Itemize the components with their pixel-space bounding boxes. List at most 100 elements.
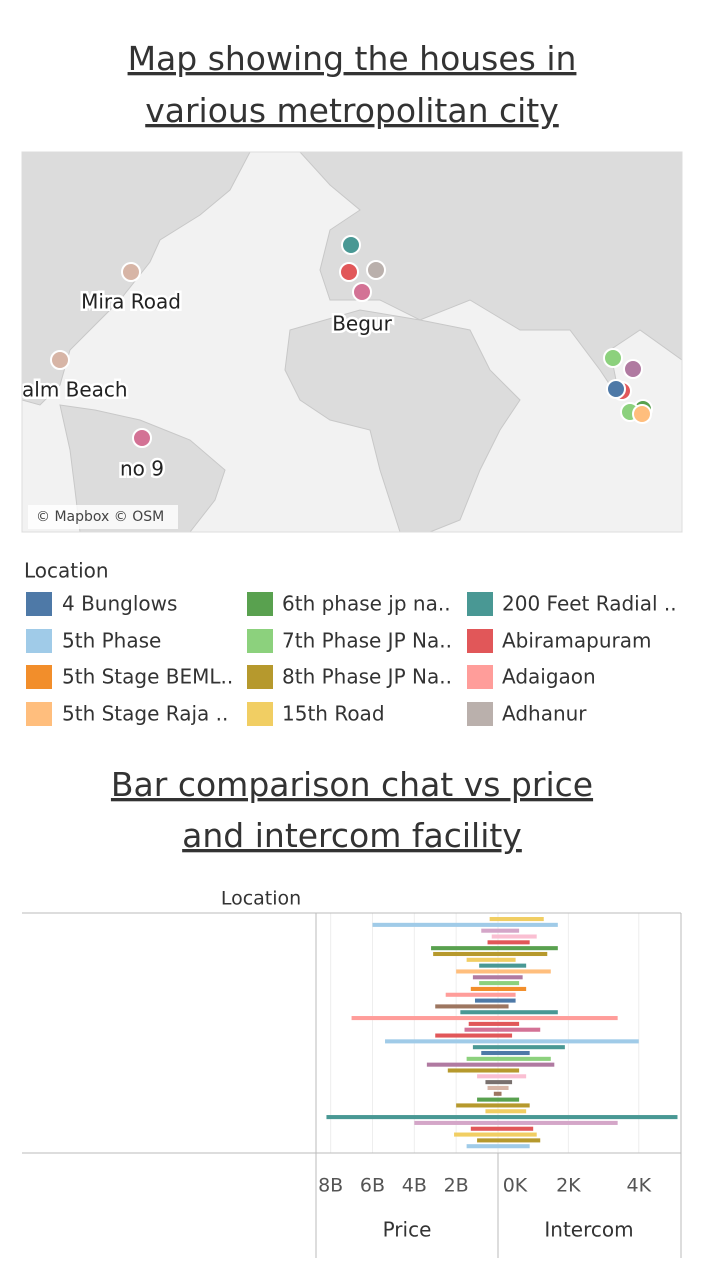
intercom-bar xyxy=(498,1056,551,1061)
map-title-line: Map showing the houses in various metropo… xyxy=(128,39,577,130)
intercom-bar xyxy=(498,1138,541,1143)
intercom-bar xyxy=(498,922,558,927)
price-bar xyxy=(470,986,498,991)
legend-swatch xyxy=(247,629,273,653)
map-dot[interactable] xyxy=(632,404,652,424)
bar-title-line: Bar comparison chat vs price and intercom… xyxy=(111,765,593,855)
legend: 4 Bunglows 5th Phase 5th Stage BEML.. 5th S… xyxy=(26,592,677,726)
price-bar xyxy=(435,1033,498,1038)
intercom-bar xyxy=(498,1103,530,1108)
legend-swatch xyxy=(467,665,493,689)
legend-label: Adaigaon xyxy=(502,665,596,689)
price-bar xyxy=(456,969,498,974)
legend-label: 5th Stage Raja .. xyxy=(62,702,228,726)
legend-label: 15th Road xyxy=(282,702,385,726)
price-bar xyxy=(447,1068,498,1073)
map-dot[interactable] xyxy=(341,235,361,255)
legend-swatch xyxy=(26,702,52,726)
map-dot[interactable] xyxy=(366,260,386,280)
intercom-bar xyxy=(498,951,548,957)
legend-swatch xyxy=(26,629,52,653)
price-bar xyxy=(479,981,498,986)
attribution-bg xyxy=(28,505,178,529)
legend-swatch xyxy=(467,702,493,726)
intercom-bar xyxy=(498,1021,520,1026)
legend-label: 5th Stage BEML.. xyxy=(62,665,233,689)
title-continuation: various metropolitan city xyxy=(145,91,559,130)
map-attribution[interactable]: © Mapbox © OSM xyxy=(36,509,164,525)
price-bar xyxy=(477,1138,498,1143)
x-tick-label: 2K xyxy=(556,1175,581,1197)
legend-label: 6th phase jp na.. xyxy=(282,592,451,616)
price-bar xyxy=(466,957,498,962)
map-dot[interactable] xyxy=(339,262,359,282)
map-dot[interactable] xyxy=(603,348,623,368)
legend-label: 5th Phase xyxy=(62,629,161,653)
map-dot[interactable] xyxy=(132,428,152,448)
intercom-bar xyxy=(498,1109,527,1114)
x-tick-label: 4K xyxy=(626,1175,651,1197)
legend-swatch xyxy=(26,592,52,616)
intercom-bar xyxy=(498,963,527,968)
price-bar xyxy=(487,1085,498,1091)
map-label: alm Beach xyxy=(22,378,128,402)
price-bar xyxy=(485,1109,498,1114)
price-bar xyxy=(433,951,498,957)
map-dot[interactable] xyxy=(50,350,70,370)
map-dot[interactable] xyxy=(623,359,643,379)
price-bar xyxy=(485,1080,498,1085)
legend-swatch xyxy=(247,592,273,616)
intercom-bar xyxy=(498,957,516,962)
intercom-bar xyxy=(498,992,516,997)
intercom-bar xyxy=(498,1126,534,1131)
intercom-bar xyxy=(498,986,527,991)
price-bar xyxy=(460,1010,498,1015)
intercom-bar xyxy=(498,1115,678,1120)
legend-label: 4 Bunglows xyxy=(62,592,177,616)
price-bar xyxy=(431,946,498,951)
bar-title: Bar comparison chat vs price xyxy=(111,765,593,804)
price-bar xyxy=(487,940,498,945)
map-dot[interactable] xyxy=(606,379,626,399)
price-bar xyxy=(466,1144,498,1149)
map-title: Map showing the houses in xyxy=(128,39,577,78)
price-bar xyxy=(372,922,498,927)
intercom-bar xyxy=(498,1004,509,1009)
legend-label: 7th Phase JP Na.. xyxy=(282,629,452,653)
intercom-bar xyxy=(498,1050,530,1056)
x-tick-label: 6B xyxy=(360,1175,385,1197)
legend-title: Location xyxy=(24,559,109,583)
price-bar xyxy=(466,1056,498,1061)
intercom-bar xyxy=(498,975,523,980)
intercom-bar xyxy=(498,1144,530,1149)
price-bar xyxy=(445,992,498,997)
intercom-bar xyxy=(498,1097,520,1102)
intercom-bar xyxy=(498,1039,639,1044)
intercom-bar xyxy=(498,1010,558,1015)
intercom-bar xyxy=(498,1045,565,1050)
map-label: Mira Road xyxy=(81,290,181,314)
map-label: Begur xyxy=(332,312,392,336)
map-dot[interactable] xyxy=(352,282,372,302)
map-label: no 9 xyxy=(120,457,164,481)
price-bar xyxy=(491,934,498,939)
price-bar xyxy=(481,928,498,933)
map[interactable]: Mira Road Begur alm Beach no 9 © Mapbox … xyxy=(22,152,682,532)
intercom-bar xyxy=(498,928,520,933)
price-bar xyxy=(426,1062,498,1067)
price-bar xyxy=(474,998,498,1003)
intercom-bar xyxy=(498,934,537,939)
price-bar xyxy=(454,1132,498,1137)
intercom-bar xyxy=(498,1062,555,1067)
intercom-bar xyxy=(498,1033,513,1038)
price-bar xyxy=(472,975,498,980)
bar-chart: 8B 6B 4B 2B 0K 2K 4K xyxy=(318,913,678,1197)
legend-swatch xyxy=(467,592,493,616)
intercom-bar xyxy=(498,917,544,922)
legend-swatch xyxy=(467,629,493,653)
map-dot[interactable] xyxy=(121,262,141,282)
title-continuation: and intercom facility xyxy=(182,816,522,855)
price-bar xyxy=(435,1004,498,1009)
